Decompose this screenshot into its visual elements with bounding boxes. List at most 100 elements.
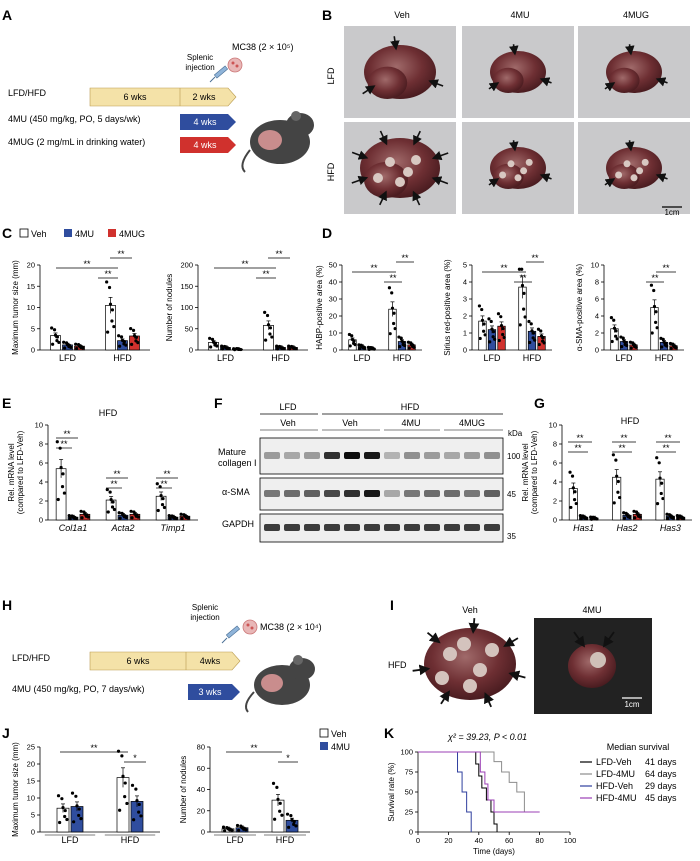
- panel-i: I Veh 4MU HFD 1cm: [388, 597, 652, 714]
- data-point: [628, 340, 633, 344]
- data-point: [271, 781, 276, 785]
- data-point: [84, 514, 88, 518]
- data-point: [633, 345, 637, 349]
- data-point: [390, 306, 395, 310]
- data-point: [56, 794, 61, 798]
- x-tick-label: Timp1: [161, 523, 186, 533]
- data-point: [390, 291, 394, 295]
- survival-curve: [418, 751, 498, 832]
- data-point: [622, 516, 627, 520]
- data-point: [660, 481, 664, 485]
- y-tick-label: 5: [31, 811, 35, 820]
- legend-median: 45 days: [645, 793, 677, 803]
- tumor-arrow: [539, 173, 552, 183]
- splenic-label-h: Splenic: [192, 603, 218, 612]
- data-point: [167, 514, 171, 518]
- data-point: [482, 329, 486, 333]
- data-point: [489, 319, 493, 324]
- data-point: [411, 345, 415, 349]
- y-tick-label: 0: [31, 828, 35, 837]
- y-tick-label: 40: [329, 278, 337, 287]
- data-point: [288, 347, 292, 351]
- data-point: [497, 338, 501, 343]
- significance-label: **: [519, 273, 527, 283]
- data-point: [593, 517, 597, 521]
- data-point: [361, 346, 365, 350]
- blot-band: [424, 452, 440, 459]
- blot-band: [344, 452, 360, 459]
- data-point: [129, 327, 133, 331]
- blot-row-collagen-2: collagen I: [218, 458, 257, 468]
- mug-bar: [180, 137, 236, 153]
- data-point: [522, 291, 526, 295]
- data-point: [107, 285, 112, 290]
- panel-label-j: J: [2, 725, 10, 741]
- data-point: [539, 329, 543, 333]
- data-point: [539, 334, 544, 338]
- significance-label: **: [60, 439, 68, 449]
- y-tick-label: 10: [27, 794, 35, 803]
- data-point: [518, 323, 522, 327]
- legend-median: 64 days: [645, 769, 677, 779]
- significance-label: **: [262, 269, 270, 279]
- tumor-nodule: [435, 671, 449, 685]
- tumor-arrow: [604, 178, 616, 188]
- y-tick-label: 2: [553, 497, 557, 506]
- data-point: [615, 337, 619, 341]
- y-axis-label: Number of nodules: [165, 274, 174, 342]
- data-point: [392, 311, 396, 315]
- x-tick-label: LFD: [226, 835, 244, 845]
- tumor-arrow: [604, 82, 616, 92]
- data-point: [650, 331, 654, 335]
- y-tick-label: 20: [329, 312, 337, 321]
- data-point: [350, 337, 355, 342]
- mug-regimen-label: 4MUG (2 mg/mL in drinking water): [8, 137, 145, 147]
- data-point: [636, 514, 641, 518]
- data-point: [407, 346, 411, 350]
- tumor-nodule: [499, 171, 507, 179]
- data-point: [654, 320, 658, 324]
- blot-band: [304, 524, 320, 531]
- data-point: [55, 339, 59, 343]
- data-point: [110, 308, 115, 312]
- blot-lane-4mu: 4MU: [401, 418, 420, 428]
- splenic-label: Splenic: [187, 53, 213, 62]
- data-point: [106, 330, 110, 334]
- data-point: [132, 818, 136, 822]
- data-point: [358, 347, 362, 351]
- data-point: [130, 783, 135, 787]
- data-point: [60, 485, 65, 489]
- x-tick-label: Acta2: [110, 523, 134, 533]
- data-point: [108, 490, 112, 494]
- tumor-nodule: [411, 155, 421, 165]
- data-point: [617, 495, 622, 500]
- panel-label-k: K: [384, 725, 394, 741]
- tumor-nodule: [590, 652, 606, 668]
- tumor-arrow: [625, 140, 635, 152]
- data-point: [633, 516, 637, 520]
- data-point: [660, 345, 664, 349]
- panel-g-title: HFD: [621, 416, 640, 426]
- data-point: [619, 335, 623, 339]
- data-point: [392, 321, 396, 326]
- y-tick-label: 50: [405, 788, 413, 797]
- y-axis-label: Survival rate (%): [387, 762, 396, 821]
- significance-label: **: [574, 443, 582, 453]
- data-point: [287, 344, 291, 348]
- data-point: [209, 345, 213, 349]
- y-tick-label: 10: [591, 261, 599, 270]
- y-axis-label-2: (compared to LFD-Veh): [16, 430, 25, 514]
- data-point: [611, 453, 615, 457]
- x-tick-label: HFD: [113, 353, 132, 363]
- blot-band: [404, 452, 420, 459]
- x-tick-label: Has3: [660, 523, 681, 533]
- data-point: [541, 339, 545, 343]
- data-point: [649, 283, 654, 287]
- significance-label: **: [389, 273, 397, 283]
- significance-label: **: [664, 433, 672, 443]
- panel-g: G HFD 0 2 4 6 8 10 Rel. mRNA level (compared to…: [521, 395, 692, 533]
- data-point: [77, 807, 81, 811]
- tumor-nodule: [463, 679, 477, 693]
- data-point: [74, 794, 78, 798]
- data-point: [210, 337, 215, 341]
